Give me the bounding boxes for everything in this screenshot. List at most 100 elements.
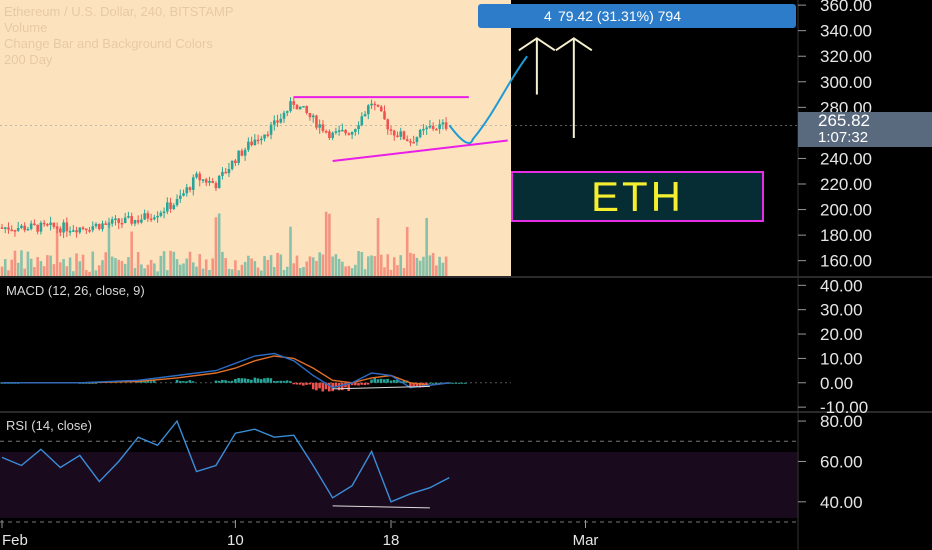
macd-tick-label: 0.00 xyxy=(820,374,853,393)
future-area-background xyxy=(511,0,798,276)
volume-bar xyxy=(81,254,85,276)
macd-histogram-bar xyxy=(357,382,360,386)
volume-bar xyxy=(227,268,231,276)
candlestick-series xyxy=(0,96,448,239)
volume-bar xyxy=(302,267,305,276)
macd-histogram-bar xyxy=(460,382,464,384)
macd-histogram-bar xyxy=(191,381,195,383)
volume-bar xyxy=(256,267,260,276)
macd-histogram-bar xyxy=(428,382,432,384)
volume-bar xyxy=(91,251,95,276)
macd-histogram-bar xyxy=(292,382,296,385)
last-price-tag: 265.82 1:07:32 xyxy=(798,112,932,147)
macd-histogram-bar xyxy=(386,378,389,383)
volume-bar xyxy=(444,256,448,276)
macd-histogram-bar xyxy=(451,382,454,384)
volume-bar xyxy=(360,251,364,276)
volume-bar xyxy=(237,270,240,276)
macd-histogram-bar xyxy=(276,380,279,383)
volume-bar xyxy=(379,254,383,276)
volume-bar xyxy=(123,263,127,276)
volume-bar xyxy=(250,258,253,276)
macd-histogram-bar xyxy=(149,381,153,383)
candle-body xyxy=(162,211,166,213)
macd-histogram-bar xyxy=(418,382,422,388)
volume-bar xyxy=(263,256,266,276)
measure-tool-label[interactable]: 4 79.42 (31.31%) 794 xyxy=(478,4,796,28)
macd-histogram-bar xyxy=(224,380,227,383)
volume-bar xyxy=(36,257,39,276)
macd-histogram-bar xyxy=(396,379,399,383)
candle-body xyxy=(341,129,344,132)
volume-bar xyxy=(159,255,163,276)
volume-bar xyxy=(188,251,192,276)
candle-body xyxy=(230,160,234,170)
volume-bar xyxy=(84,270,88,276)
target-arrow-head xyxy=(555,37,593,52)
candle-body xyxy=(431,125,435,129)
candle-body xyxy=(234,160,237,163)
volume-bar xyxy=(62,259,65,276)
macd-histogram-bar xyxy=(311,382,315,390)
price-tick-label: 340.00 xyxy=(820,22,872,41)
macd-histogram-bar xyxy=(347,382,350,392)
candle-body xyxy=(321,124,325,132)
candle-body xyxy=(438,124,441,130)
candle-body xyxy=(130,216,133,224)
volume-bar xyxy=(221,251,224,276)
candle-body xyxy=(39,222,43,232)
volume-bar xyxy=(88,271,91,276)
candle-body xyxy=(435,128,438,131)
candle-body xyxy=(149,218,153,220)
candle-body xyxy=(75,230,78,233)
candle-body xyxy=(269,124,273,135)
volume-bar xyxy=(120,260,124,276)
volume-bars xyxy=(0,211,448,276)
candle-body xyxy=(13,230,17,232)
macd-histogram-bar xyxy=(431,382,435,384)
macd-histogram-bar xyxy=(438,382,441,384)
volume-bar xyxy=(214,217,218,276)
candle-body xyxy=(127,216,130,218)
projection-path xyxy=(448,55,528,144)
candle-body xyxy=(428,125,432,128)
volume-bar xyxy=(412,253,415,276)
rsi-trend-line xyxy=(332,505,430,509)
volume-bar xyxy=(273,266,276,276)
candle-body xyxy=(204,179,208,183)
y-axis-ticks: 160.00180.00200.00220.00240.00260.00280.… xyxy=(798,0,872,512)
eth-annotation-box[interactable]: ETH xyxy=(511,171,764,222)
candle-body xyxy=(383,111,386,120)
macd-histogram-bar xyxy=(360,382,363,385)
candle-body xyxy=(208,180,211,183)
volume-bar xyxy=(386,254,390,276)
volume-bar xyxy=(396,265,399,276)
volume-bar xyxy=(260,270,263,276)
candle-body xyxy=(198,173,202,181)
candle-body xyxy=(81,227,85,230)
volume-bar xyxy=(49,255,52,276)
volume-bar xyxy=(363,269,367,276)
candle-body xyxy=(169,202,172,210)
volume-bar xyxy=(107,221,111,276)
macd-histogram-bar xyxy=(409,382,412,387)
volume-bar xyxy=(68,257,72,276)
macd-histogram-bar xyxy=(91,382,94,384)
volume-bar xyxy=(347,265,351,276)
macd-histogram-bar xyxy=(246,379,250,383)
candle-body xyxy=(396,135,399,138)
candle-body xyxy=(422,128,425,131)
volume-bar xyxy=(431,253,435,276)
candle-body xyxy=(425,127,428,130)
macd-histogram-bar xyxy=(334,382,338,388)
volume-bar xyxy=(376,217,380,276)
candle-body xyxy=(146,213,150,219)
chart-title: Ethereum / U.S. Dollar, 240, BITSTAMP xyxy=(4,4,234,19)
macd-histogram-bar xyxy=(256,378,260,383)
macd-histogram-bar xyxy=(146,379,150,383)
volume-bar xyxy=(127,257,130,276)
candle-body xyxy=(392,130,396,136)
support-trend-line xyxy=(332,139,508,162)
volume-bar xyxy=(315,260,318,276)
